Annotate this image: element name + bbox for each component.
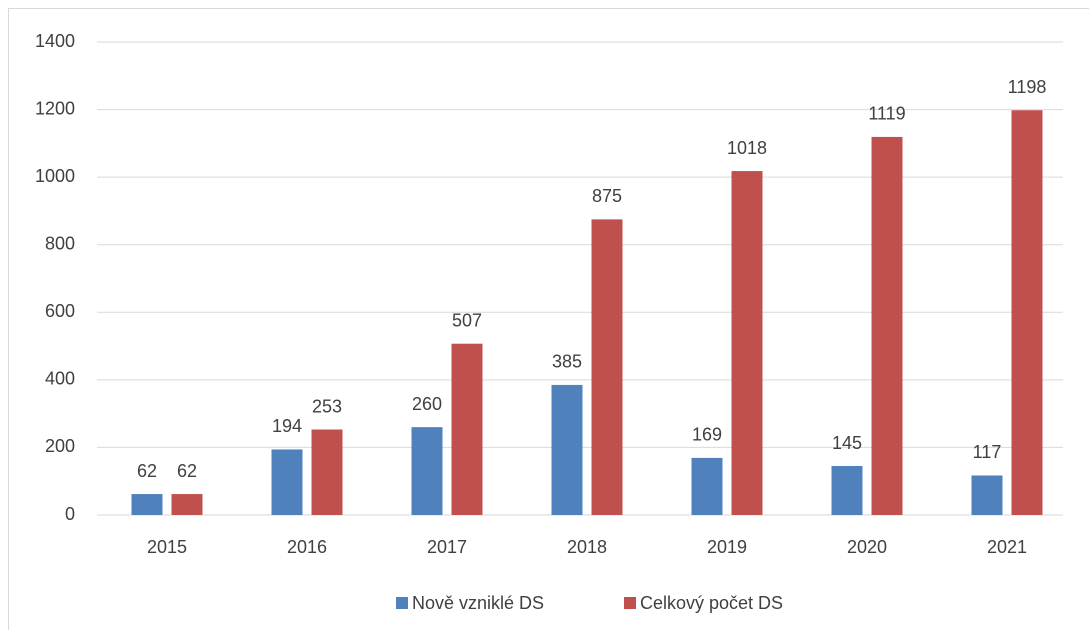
y-tick-label: 400	[45, 369, 75, 389]
legend-label: Nově vzniklé DS	[412, 593, 544, 613]
data-label: 260	[412, 394, 442, 414]
x-tick-label: 2018	[567, 537, 607, 557]
data-label: 385	[552, 352, 582, 372]
y-tick-label: 200	[45, 436, 75, 456]
bar	[411, 427, 443, 515]
x-tick-label: 2016	[287, 537, 327, 557]
bar	[171, 494, 203, 515]
bar	[311, 429, 343, 515]
bar	[551, 384, 583, 515]
data-label: 62	[177, 461, 197, 481]
data-label: 1119	[868, 104, 905, 124]
y-tick-label: 800	[45, 233, 75, 253]
bar	[591, 219, 623, 515]
data-label: 1018	[727, 138, 767, 158]
y-tick-label: 0	[65, 504, 75, 524]
bar	[1011, 110, 1043, 516]
x-tick-label: 2021	[987, 537, 1027, 557]
x-tick-label: 2015	[147, 537, 187, 557]
data-label: 507	[452, 310, 482, 330]
y-tick-label: 600	[45, 301, 75, 321]
legend-label: Celkový počet DS	[640, 593, 783, 613]
bar	[971, 475, 1003, 515]
x-tick-label: 2019	[707, 537, 747, 557]
data-label: 253	[312, 396, 342, 416]
bar	[131, 494, 163, 515]
bar	[271, 449, 303, 515]
bar	[731, 171, 763, 515]
chart-border	[8, 8, 1089, 630]
x-tick-label: 2020	[847, 537, 887, 557]
data-label: 169	[692, 425, 722, 445]
data-label: 194	[272, 416, 302, 436]
x-tick-label: 2017	[427, 537, 467, 557]
data-label: 875	[592, 186, 622, 206]
bar	[831, 466, 863, 515]
data-label: 117	[973, 442, 1002, 462]
bar	[871, 136, 903, 515]
data-label: 62	[137, 461, 157, 481]
y-tick-label: 1200	[35, 98, 75, 118]
y-tick-label: 1000	[35, 166, 75, 186]
legend-swatch	[624, 597, 636, 609]
data-label: 1198	[1008, 77, 1047, 97]
y-tick-label: 1400	[35, 31, 75, 51]
bar	[691, 457, 723, 515]
bar	[451, 343, 483, 515]
legend-swatch	[396, 597, 408, 609]
data-label: 145	[832, 433, 862, 453]
